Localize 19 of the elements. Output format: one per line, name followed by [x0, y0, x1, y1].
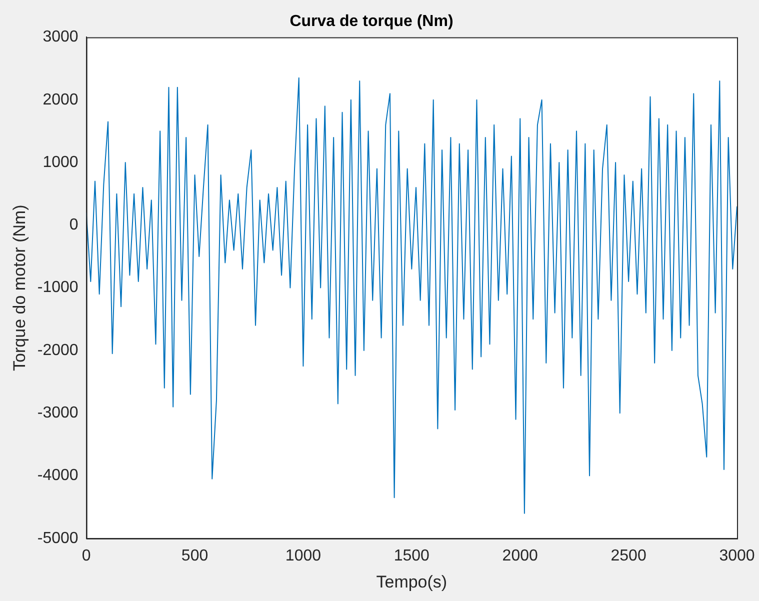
x-axis-title: Tempo(s)	[376, 572, 448, 592]
y-tick-label: -5000	[37, 530, 78, 547]
x-tick-label: 2000	[502, 547, 538, 564]
chart-title: Curva de torque (Nm)	[290, 13, 454, 30]
x-tick-label: 2500	[610, 547, 646, 564]
y-tick-label: 2000	[42, 91, 78, 108]
x-tick-label: 0	[82, 547, 91, 564]
y-tick-label: -4000	[37, 467, 78, 484]
y-tick-label: -2000	[37, 342, 78, 359]
y-tick-label: 1000	[42, 154, 78, 171]
x-tick-label: 1000	[285, 547, 322, 564]
y-axis-title: Torque do motor (Nm)	[10, 204, 29, 371]
y-tick-label: -1000	[37, 279, 78, 296]
y-tick-label: 0	[69, 216, 78, 234]
x-tick-label: 3000	[719, 547, 755, 564]
x-tick-label: 1500	[394, 547, 430, 564]
x-tick-label: 500	[181, 547, 208, 564]
y-tick-label: 3000	[42, 28, 78, 46]
y-tick-label: -3000	[37, 404, 78, 422]
